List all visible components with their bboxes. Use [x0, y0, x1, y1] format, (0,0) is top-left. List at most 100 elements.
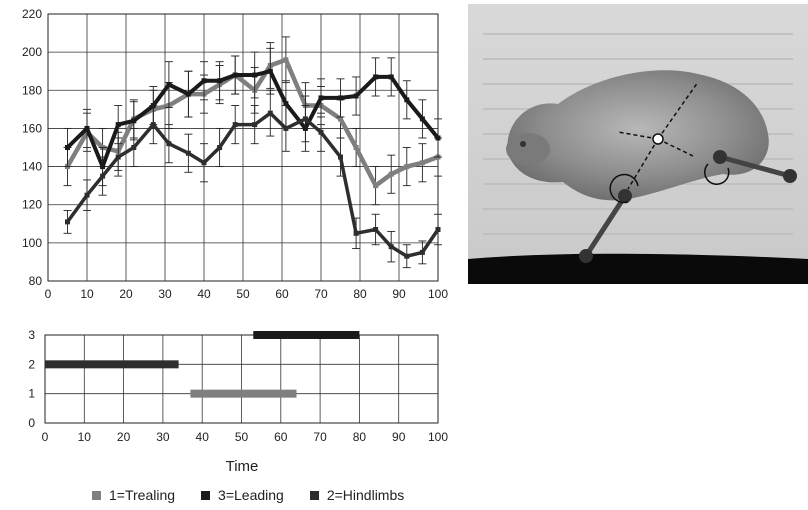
data-point: [283, 101, 289, 107]
bottom-x-tick-label: 10: [78, 430, 92, 444]
legend-item-trealing: 1=Trealing: [92, 487, 175, 503]
legend-swatch-hindlimbs: [309, 490, 319, 500]
data-point: [419, 116, 425, 122]
bottom-y-tick-label: 1: [28, 387, 35, 401]
top-x-tick-label: 10: [80, 287, 94, 301]
data-point: [338, 116, 343, 122]
series-leading: [63, 47, 442, 187]
bottom-x-tick-label: 100: [428, 430, 448, 444]
top-y-tick-label: 120: [22, 198, 42, 212]
top-x-tick-label: 70: [314, 287, 328, 301]
data-point: [131, 118, 137, 124]
legend-label-hindlimbs: 2=Hindlimbs: [326, 487, 405, 503]
top-y-tick-label: 160: [22, 121, 42, 135]
segment-hindlimbs: [45, 360, 179, 369]
top-x-tick-label: 40: [197, 287, 211, 301]
rat-eye: [520, 141, 526, 147]
series-trealing: [63, 36, 442, 206]
bottom-y-tick-label: 2: [28, 357, 35, 371]
data-point: [232, 122, 238, 128]
data-point: [353, 145, 359, 150]
top-x-tick-label: 100: [428, 287, 448, 301]
data-point: [283, 125, 289, 131]
data-point: [201, 78, 207, 84]
data-point: [435, 227, 441, 233]
data-point: [419, 249, 425, 255]
bottom-x-tick-label: 70: [313, 430, 327, 444]
segment-leading: [253, 331, 360, 339]
data-point: [115, 154, 121, 160]
series-hindlimbs: [63, 89, 442, 269]
data-point: [388, 74, 394, 80]
bottom-y-tick-label: 0: [28, 416, 35, 430]
data-point: [388, 244, 394, 250]
data-point: [404, 97, 410, 103]
data-point: [185, 91, 191, 97]
data-point: [302, 116, 308, 122]
chart-legend: 1=Trealing 3=Leading 2=Hindlimbs: [92, 487, 404, 503]
data-point: [318, 129, 324, 135]
data-point: [115, 122, 121, 128]
bottom-plot-frame: [44, 334, 439, 424]
bottom-x-tick-label: 30: [156, 430, 170, 444]
top-y-tick-label: 200: [22, 45, 42, 59]
data-point: [65, 219, 70, 225]
data-point: [373, 227, 379, 233]
segment-trealing: [190, 389, 297, 398]
top-x-tick-label: 0: [45, 287, 52, 301]
series-line-hindlimbs: [66, 111, 440, 258]
legend-swatch-trealing: [92, 490, 101, 500]
top-y-tick-label: 80: [29, 274, 43, 288]
bottom-x-tick-label: 90: [392, 430, 406, 444]
data-point: [404, 164, 410, 170]
rat-jumping-photo: [468, 4, 808, 284]
top-x-tick-label: 80: [353, 287, 367, 301]
legend-swatch-leading: [201, 490, 211, 500]
top-y-tick-label: 140: [22, 160, 42, 174]
bottom-x-tick-label: 20: [117, 430, 131, 444]
data-point: [217, 78, 223, 84]
data-point: [435, 135, 441, 141]
rat-head: [506, 133, 550, 165]
data-point: [232, 72, 238, 78]
legend-label-leading: 3=Leading: [218, 487, 284, 503]
data-point: [252, 122, 258, 128]
data-point: [388, 171, 394, 177]
data-point: [267, 110, 273, 116]
data-point: [131, 145, 137, 150]
bottom-x-axis-label: Time: [226, 458, 259, 475]
top-y-tick-label: 220: [22, 7, 42, 21]
top-x-tick-label: 60: [275, 287, 289, 301]
bottom-x-tick-label: 60: [274, 430, 288, 444]
data-point: [283, 57, 289, 63]
bottom-x-tick-label: 40: [196, 430, 210, 444]
data-point: [166, 82, 172, 88]
top-y-tick-label: 100: [22, 236, 42, 250]
bottom-x-tick-label: 50: [235, 430, 249, 444]
data-point: [201, 160, 207, 166]
data-point: [65, 145, 70, 150]
rat-body: [507, 70, 769, 201]
data-point: [150, 122, 156, 128]
data-point: [338, 154, 343, 160]
top-x-tick-label: 20: [119, 287, 133, 301]
data-point: [353, 230, 359, 236]
data-point: [185, 150, 191, 156]
data-point: [338, 95, 343, 101]
top-x-tick-label: 30: [158, 287, 172, 301]
bottom-segment-chart: 0 10 20 30 40 50 60 70 80 90 100 0 1 2 3: [28, 328, 448, 444]
data-point: [84, 192, 90, 198]
top-x-tick-label: 90: [392, 287, 406, 301]
bottom-y-tick-label: 3: [28, 328, 35, 342]
data-point: [373, 74, 379, 80]
data-point: [84, 125, 90, 131]
data-point: [404, 253, 410, 259]
data-point: [419, 160, 425, 166]
data-point: [252, 72, 258, 78]
data-point: [267, 68, 273, 74]
legend-item-hindlimbs: 2=Hindlimbs: [309, 487, 405, 503]
data-point: [318, 95, 324, 101]
legend-item-leading: 3=Leading: [201, 487, 284, 503]
data-point: [217, 145, 223, 150]
